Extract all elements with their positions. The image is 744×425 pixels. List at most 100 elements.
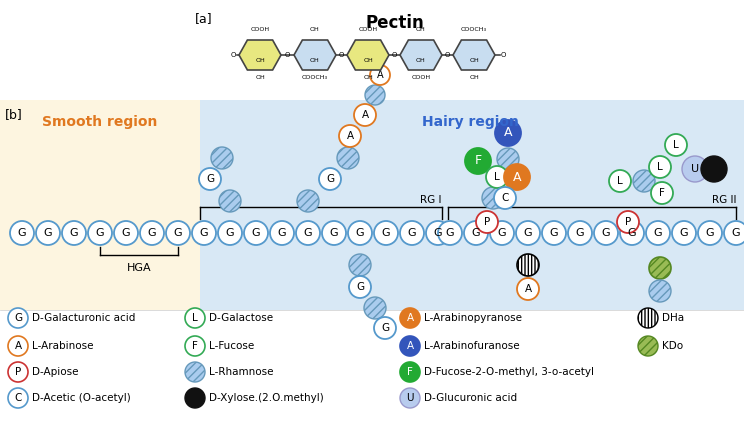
Text: Smooth region: Smooth region [42, 115, 158, 129]
Text: G: G [654, 228, 662, 238]
Text: O: O [231, 52, 236, 58]
Circle shape [211, 147, 233, 169]
Circle shape [400, 336, 420, 356]
Circle shape [374, 317, 396, 339]
Circle shape [349, 276, 371, 298]
Circle shape [10, 221, 34, 245]
Text: OH: OH [310, 27, 320, 32]
Text: OH: OH [469, 57, 479, 62]
Circle shape [609, 170, 631, 192]
Text: G: G [706, 228, 714, 238]
Text: D-Xylose.(2.O.methyl): D-Xylose.(2.O.methyl) [209, 393, 324, 403]
Text: U: U [691, 164, 699, 174]
Circle shape [114, 221, 138, 245]
Circle shape [490, 221, 514, 245]
Circle shape [701, 156, 727, 182]
Text: OH: OH [469, 75, 479, 80]
Polygon shape [347, 40, 389, 70]
Circle shape [140, 221, 164, 245]
Text: G: G [251, 228, 260, 238]
Circle shape [337, 147, 359, 169]
Circle shape [517, 278, 539, 300]
Text: OH: OH [363, 57, 373, 62]
Text: D-Glucuronic acid: D-Glucuronic acid [424, 393, 517, 403]
Text: [a]: [a] [195, 12, 213, 25]
Circle shape [620, 221, 644, 245]
Circle shape [516, 221, 540, 245]
Circle shape [400, 362, 420, 382]
Text: [b]: [b] [5, 108, 23, 121]
Circle shape [339, 125, 361, 147]
Text: L-Arabinose: L-Arabinose [32, 341, 94, 351]
Text: A: A [406, 341, 414, 351]
Text: OH: OH [255, 75, 265, 80]
Text: G: G [206, 174, 214, 184]
Polygon shape [453, 40, 495, 70]
Text: L: L [617, 176, 623, 186]
Text: G: G [173, 228, 182, 238]
Text: L-Rhamnose: L-Rhamnose [209, 367, 274, 377]
Text: G: G [498, 228, 507, 238]
Circle shape [638, 308, 658, 328]
Circle shape [646, 221, 670, 245]
Circle shape [494, 187, 516, 209]
Circle shape [374, 221, 398, 245]
Circle shape [364, 297, 386, 319]
Circle shape [504, 164, 530, 190]
Text: L: L [494, 172, 500, 182]
Text: G: G [576, 228, 584, 238]
Circle shape [185, 336, 205, 356]
Circle shape [219, 190, 241, 212]
Text: G: G [199, 228, 208, 238]
Text: OH: OH [416, 27, 426, 32]
Text: G: G [44, 228, 52, 238]
Text: P: P [484, 217, 490, 227]
Text: G: G [382, 228, 391, 238]
Text: L-Fucose: L-Fucose [209, 341, 254, 351]
Circle shape [365, 85, 385, 105]
Circle shape [8, 336, 28, 356]
Text: G: G [356, 282, 364, 292]
Circle shape [370, 65, 390, 85]
Circle shape [8, 362, 28, 382]
Text: F: F [659, 188, 665, 198]
Circle shape [438, 221, 462, 245]
Text: D-Fucose-2-O-methyl, 3-o-acetyl: D-Fucose-2-O-methyl, 3-o-acetyl [424, 367, 594, 377]
Text: O: O [500, 52, 506, 58]
Circle shape [36, 221, 60, 245]
Circle shape [482, 187, 504, 209]
Circle shape [296, 221, 320, 245]
Text: L: L [657, 162, 663, 172]
Text: COOH: COOH [251, 27, 269, 32]
Text: G: G [278, 228, 286, 238]
Text: L-Arabinofuranose: L-Arabinofuranose [424, 341, 519, 351]
Circle shape [166, 221, 190, 245]
Text: COOCH₃: COOCH₃ [461, 27, 487, 32]
Text: OH: OH [416, 57, 426, 62]
Circle shape [8, 388, 28, 408]
Circle shape [517, 254, 539, 276]
Text: F: F [407, 367, 413, 377]
Text: G: G [122, 228, 130, 238]
Text: OH: OH [363, 75, 373, 80]
Circle shape [464, 221, 488, 245]
Text: A: A [513, 170, 522, 184]
Text: C: C [14, 393, 22, 403]
Circle shape [649, 257, 671, 279]
Text: COOH: COOH [359, 27, 377, 32]
Text: DHa: DHa [662, 313, 684, 323]
Text: OH: OH [310, 57, 320, 62]
Polygon shape [294, 40, 336, 70]
Text: L-Arabinopyranose: L-Arabinopyranose [424, 313, 522, 323]
Text: O: O [392, 52, 397, 58]
Circle shape [62, 221, 86, 245]
Text: P: P [625, 217, 631, 227]
Circle shape [322, 221, 346, 245]
Text: Pectin: Pectin [365, 14, 424, 32]
Bar [0, 100, 200, 310]
Circle shape [497, 148, 519, 170]
Text: L: L [673, 140, 679, 150]
Text: RG I: RG I [420, 195, 442, 205]
Text: G: G [731, 228, 740, 238]
Circle shape [649, 156, 671, 178]
